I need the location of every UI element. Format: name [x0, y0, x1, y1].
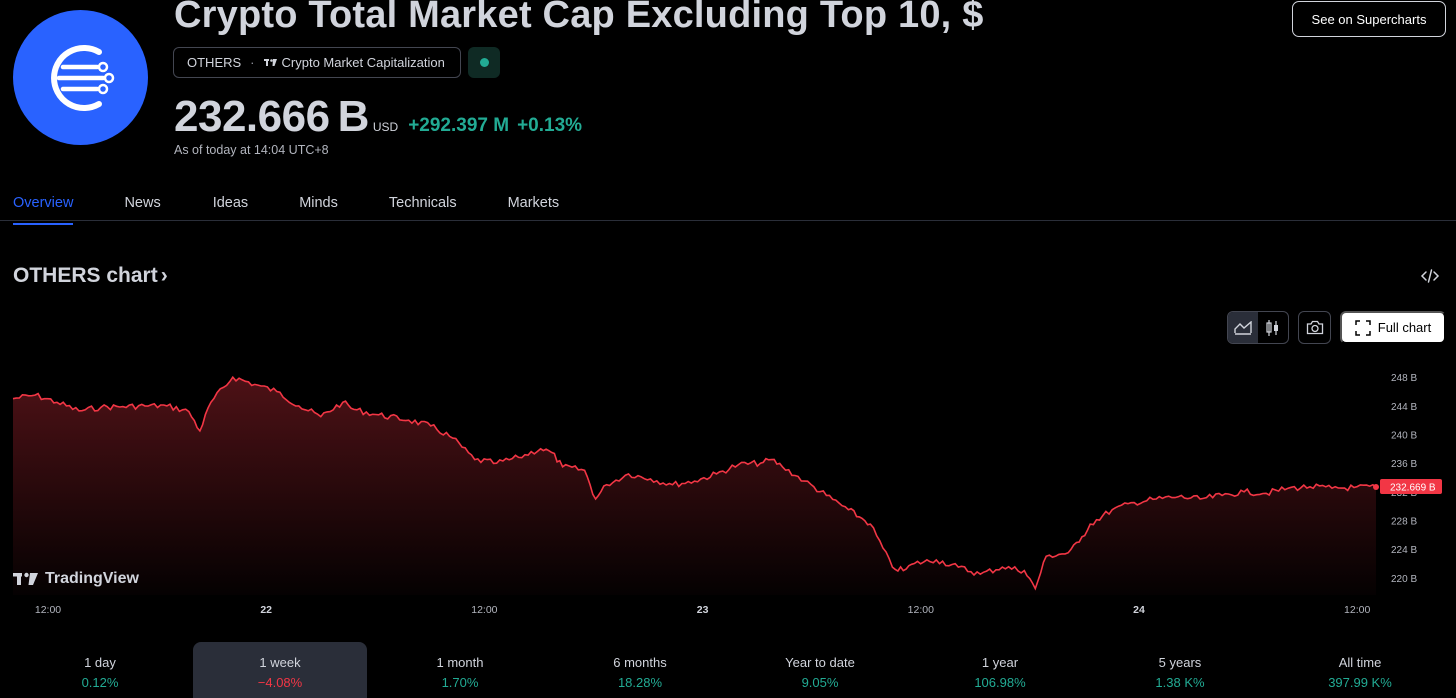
- x-tick-label: 12:00: [1344, 604, 1370, 616]
- symbol-separator: ·: [250, 55, 255, 70]
- period-change: 106.98%: [974, 675, 1026, 690]
- change-percent: +0.13%: [517, 115, 583, 136]
- tab-overview[interactable]: Overview: [13, 195, 74, 225]
- period-year-to-date[interactable]: Year to date 9.05%: [733, 642, 907, 698]
- period-change: 397.99 K%: [1328, 675, 1392, 690]
- tab-news[interactable]: News: [124, 195, 161, 211]
- period-1-day[interactable]: 1 day 0.12%: [13, 642, 187, 698]
- full-chart-label: Full chart: [1377, 320, 1432, 335]
- x-tick-label: 12:00: [471, 604, 497, 616]
- page-title: Crypto Total Market Cap Excluding Top 10…: [174, 0, 984, 36]
- x-tick-label: 24: [1133, 604, 1145, 616]
- last-value-label: 232.669 B: [1390, 483, 1436, 494]
- period-change: −4.08%: [257, 675, 303, 690]
- price-currency: USD: [372, 120, 399, 134]
- tab-minds[interactable]: Minds: [299, 195, 338, 211]
- chevron-right-icon: ›: [160, 264, 168, 287]
- y-tick-label: 228 B: [1391, 516, 1417, 527]
- price-suffix: B: [337, 92, 370, 141]
- status-dot-icon: [479, 58, 489, 67]
- y-tick-label: 248 B: [1391, 373, 1417, 384]
- tab-markets[interactable]: Markets: [507, 195, 560, 211]
- period-label: 1 day: [84, 655, 116, 670]
- crypto-cap-icon: [50, 44, 114, 111]
- full-chart-button[interactable]: Full chart: [1340, 311, 1446, 344]
- period-all-time[interactable]: All time 397.99 K%: [1273, 642, 1447, 698]
- symbol-ticker: OTHERS: [187, 55, 242, 70]
- y-tick-label: 244 B: [1391, 402, 1417, 413]
- area-fill: [13, 377, 1376, 595]
- price-series-line: [12, 375, 1377, 591]
- price-value: 232.666: [174, 92, 330, 141]
- period-label: 1 year: [981, 655, 1019, 670]
- y-tick-label: 236 B: [1391, 459, 1417, 470]
- period-change: 1.70%: [441, 675, 479, 690]
- tradingview-logo-icon: [13, 572, 38, 585]
- period-change: 18.28%: [617, 675, 663, 690]
- tab-ideas[interactable]: Ideas: [212, 195, 249, 211]
- x-tick-label: 12:00: [35, 604, 61, 616]
- area-chart-icon[interactable]: [1228, 312, 1258, 343]
- period-label: 6 months: [613, 655, 667, 670]
- period-5-years[interactable]: 5 years 1.38 K%: [1093, 642, 1267, 698]
- last-value-badge: [1380, 479, 1442, 495]
- embed-code-icon[interactable]: [1420, 266, 1442, 288]
- change-absolute: +292.397 M: [408, 115, 510, 136]
- period-label: Year to date: [785, 655, 855, 670]
- y-tick-label: 224 B: [1391, 545, 1417, 556]
- symbol-logo: [13, 10, 148, 145]
- see-on-supercharts-button[interactable]: See on Supercharts: [1292, 1, 1446, 37]
- period-change: 1.38 K%: [1155, 675, 1205, 690]
- chart-title-text: OTHERS chart: [13, 264, 158, 287]
- tradingview-mini-icon: [263, 58, 277, 66]
- period-1-week[interactable]: 1 week −4.08%: [193, 642, 367, 698]
- chart-section-title[interactable]: OTHERS chart ›: [13, 264, 168, 288]
- tab-technicals[interactable]: Technicals: [388, 195, 457, 211]
- screenshot-camera-icon[interactable]: [1298, 311, 1331, 344]
- candles-chart-icon[interactable]: [1258, 312, 1288, 343]
- period-change: 9.05%: [801, 675, 839, 690]
- period-label: 1 week: [259, 655, 301, 670]
- tradingview-watermark: TradingView: [13, 570, 139, 588]
- x-tick-label: 23: [697, 604, 709, 616]
- period-performance-bar: 1 day 0.12% 1 week −4.08% 1 month 1.70% 6 mont…: [0, 642, 1456, 698]
- fullscreen-icon: [1355, 319, 1371, 336]
- y-tick-label: 240 B: [1391, 431, 1417, 442]
- as-of-timestamp: As of today at 14:04 UTC+8: [174, 143, 329, 157]
- price-row: 232.666 B USD +292.397 M +0.13%: [174, 92, 582, 142]
- x-tick-label: 22: [260, 604, 272, 616]
- period-6-months[interactable]: 6 months 18.28%: [553, 642, 727, 698]
- period-label: All time: [1338, 655, 1382, 670]
- main-tabs: Overview News Ideas Minds Technicals Mar…: [13, 195, 559, 225]
- period-label: 1 month: [436, 655, 484, 670]
- tradingview-watermark-text: TradingView: [45, 570, 139, 587]
- last-price-dot: [1373, 484, 1379, 491]
- tabs-divider: [0, 220, 1456, 221]
- y-tick-label: 220 B: [1391, 574, 1417, 585]
- period-change: 0.12%: [81, 675, 119, 690]
- period-1-year[interactable]: 1 year 106.98%: [913, 642, 1087, 698]
- period-1-month[interactable]: 1 month 1.70%: [373, 642, 547, 698]
- symbol-source: Crypto Market Capitalization: [281, 55, 445, 70]
- x-tick-label: 12:00: [908, 604, 934, 616]
- symbol-pill[interactable]: OTHERS · Crypto Market Capitalization: [173, 47, 461, 78]
- market-status-indicator[interactable]: [468, 47, 500, 78]
- chart-style-toggle: [1227, 311, 1289, 344]
- period-label: 5 years: [1158, 655, 1202, 670]
